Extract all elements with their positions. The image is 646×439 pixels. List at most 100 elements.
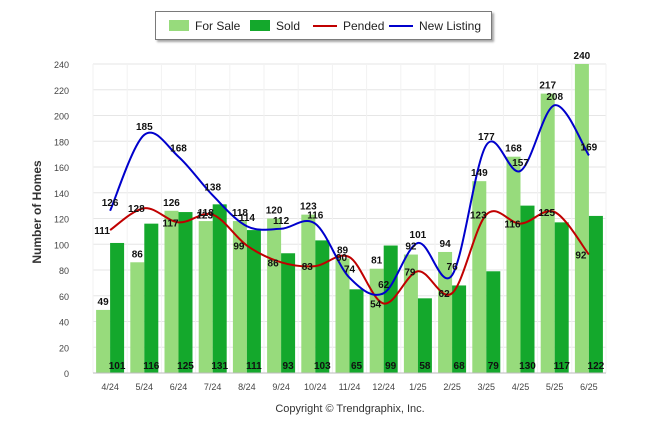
data-label-for-sale: 118 (232, 208, 249, 219)
data-label-new-listing: 101 (410, 230, 427, 241)
data-label-for-sale: 94 (440, 239, 452, 250)
bar-for-sale (403, 254, 418, 373)
bar-sold (417, 298, 432, 373)
data-label-new-listing: 138 (204, 182, 221, 193)
data-label-sold: 101 (109, 361, 126, 372)
data-label-pended: 90 (336, 253, 348, 264)
data-label-pended: 125 (538, 208, 555, 219)
bar-sold (383, 245, 398, 373)
x-tick-label: 8/24 (238, 382, 256, 392)
x-tick-label: 6/25 (580, 382, 598, 392)
data-label-pended: 62 (439, 289, 451, 300)
legend-swatch-for-sale (169, 20, 189, 31)
data-label-new-listing: 177 (478, 132, 495, 143)
data-label-pended: 79 (404, 267, 416, 278)
data-label-for-sale: 240 (574, 51, 591, 62)
data-label-sold: 117 (554, 361, 571, 372)
legend-swatch-sold (250, 20, 270, 31)
y-tick-label: 140 (54, 189, 69, 199)
x-tick-label: 10/24 (304, 382, 327, 392)
data-label-new-listing: 74 (344, 265, 356, 276)
data-label-for-sale: 81 (371, 256, 383, 267)
x-tick-label: 4/24 (101, 382, 119, 392)
axis-layer: 0 20 40 60 80 100 120 140 160 180 200 220 240 4/24 5/2… (54, 60, 606, 392)
data-label-new-listing: 76 (447, 262, 459, 273)
legend-line-pended (313, 24, 337, 27)
bar-for-sale (540, 93, 555, 374)
y-axis-label: Number of Homes (30, 160, 44, 264)
data-label-new-listing: 169 (581, 142, 598, 153)
label-layer: 49 86 126 118 118 120 123 89 81 92 94 149 168 217 240 1… (94, 51, 604, 372)
bar-sold (486, 271, 501, 373)
data-label-pended: 92 (575, 251, 587, 262)
legend-item-new-listing[interactable]: New Listing (389, 12, 481, 39)
data-label-for-sale: 118 (198, 208, 215, 219)
legend-label-pended: Pended (343, 18, 385, 33)
data-label-sold: 68 (454, 361, 466, 372)
data-label-sold: 99 (385, 361, 397, 372)
line-new-listing (109, 104, 590, 296)
data-label-pended: 123 (196, 211, 213, 222)
y-tick-label: 220 (54, 86, 69, 96)
legend-item-pended[interactable]: Pended (313, 12, 384, 39)
data-label-for-sale: 126 (163, 198, 180, 209)
data-label-new-listing: 116 (307, 211, 324, 222)
legend-item-sold[interactable]: Sold (250, 12, 300, 39)
x-tick-label: 3/25 (478, 382, 496, 392)
line-layer (109, 104, 590, 305)
data-label-new-listing: 157 (512, 158, 529, 169)
data-label-for-sale: 49 (98, 297, 110, 308)
data-label-sold: 111 (246, 361, 262, 372)
bar-for-sale (301, 214, 316, 373)
legend: For Sale Sold Pended New Listing (155, 11, 492, 40)
data-label-sold: 58 (419, 361, 431, 372)
data-label-pended: 83 (302, 262, 314, 273)
bar-sold (178, 212, 193, 373)
data-label-new-listing: 112 (273, 216, 290, 227)
bar-sold (246, 230, 261, 373)
legend-label-for-sale: For Sale (195, 18, 241, 33)
bar-for-sale (232, 221, 247, 373)
data-label-new-listing: 168 (170, 144, 187, 155)
data-label-sold: 93 (283, 361, 295, 372)
y-tick-label: 0 (64, 369, 69, 379)
data-label-pended: 86 (268, 258, 280, 269)
y-tick-label: 100 (54, 240, 69, 250)
y-tick-label: 240 (54, 60, 69, 70)
bar-for-sale (506, 156, 521, 373)
legend-item-for-sale[interactable]: For Sale (169, 12, 240, 39)
x-tick-label: 1/25 (409, 382, 427, 392)
data-label-pended: 117 (162, 218, 179, 229)
y-tick-label: 80 (59, 266, 69, 276)
y-tick-label: 40 (59, 318, 69, 328)
data-label-for-sale: 217 (539, 81, 556, 92)
data-label-sold: 130 (519, 361, 536, 372)
y-tick-label: 160 (54, 163, 69, 173)
y-tick-label: 200 (54, 112, 69, 122)
data-label-sold: 125 (177, 361, 194, 372)
data-label-pended: 54 (370, 299, 382, 310)
data-label-for-sale: 168 (505, 144, 522, 155)
x-tick-label: 11/24 (339, 382, 361, 392)
data-label-sold: 65 (351, 361, 363, 372)
x-tick-label: 5/24 (136, 382, 154, 392)
data-label-new-listing: 185 (136, 122, 153, 133)
data-label-sold: 103 (314, 361, 331, 372)
x-tick-label: 4/25 (512, 382, 530, 392)
data-label-for-sale: 89 (337, 245, 349, 256)
data-label-new-listing: 208 (546, 92, 563, 103)
data-label-sold: 131 (211, 361, 228, 372)
x-tick-label: 2/25 (443, 382, 461, 392)
bar-sold (144, 223, 159, 373)
x-tick-label: 12/24 (372, 382, 395, 392)
data-label-pended: 123 (470, 211, 487, 222)
bar-for-sale (130, 262, 145, 373)
legend-label-new-listing: New Listing (419, 18, 482, 33)
bar-sold (281, 253, 296, 373)
data-label-for-sale: 149 (471, 168, 488, 179)
data-label-new-listing: 126 (102, 198, 119, 209)
y-tick-label: 180 (54, 137, 69, 147)
data-label-pended: 116 (504, 220, 521, 231)
